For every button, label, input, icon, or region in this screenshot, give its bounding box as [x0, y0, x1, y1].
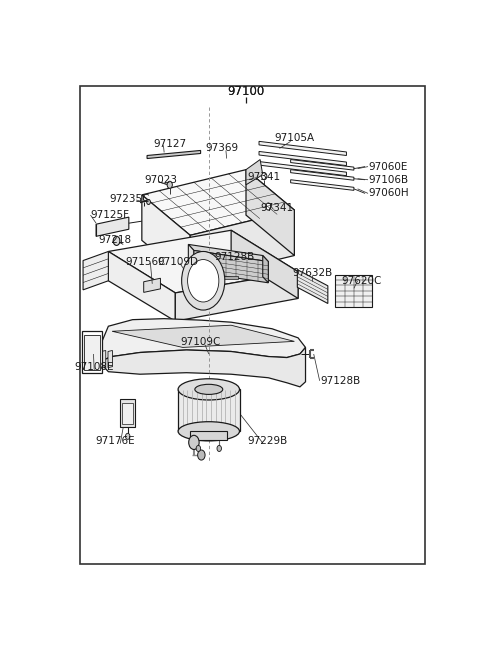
Polygon shape [112, 325, 294, 348]
Polygon shape [190, 210, 294, 281]
Polygon shape [101, 350, 106, 367]
Bar [120, 400, 135, 427]
Text: 97156C: 97156C [125, 256, 166, 266]
Circle shape [167, 181, 172, 188]
Circle shape [189, 436, 199, 449]
Polygon shape [88, 350, 92, 367]
Polygon shape [144, 278, 160, 293]
Text: 97109D: 97109D [158, 256, 199, 266]
Text: 97100: 97100 [228, 85, 264, 98]
Polygon shape [96, 319, 305, 361]
Polygon shape [175, 272, 298, 321]
Polygon shape [96, 217, 129, 236]
Bar [122, 403, 133, 424]
Text: 97128B: 97128B [214, 251, 254, 262]
Polygon shape [259, 141, 347, 155]
Text: 97341: 97341 [247, 172, 280, 182]
Text: 97218: 97218 [98, 236, 132, 245]
Ellipse shape [178, 379, 240, 400]
Text: 97060H: 97060H [369, 188, 409, 198]
Polygon shape [178, 390, 240, 431]
Circle shape [188, 260, 219, 302]
Bar [84, 335, 100, 370]
Polygon shape [263, 255, 268, 283]
Text: 97235C: 97235C [110, 194, 150, 204]
Polygon shape [83, 251, 108, 290]
Polygon shape [96, 348, 305, 387]
Text: 97176E: 97176E [95, 436, 135, 446]
Polygon shape [290, 170, 354, 180]
Polygon shape [246, 159, 263, 185]
Polygon shape [188, 245, 194, 271]
Polygon shape [108, 230, 298, 293]
Text: 97108E: 97108E [74, 361, 114, 372]
Circle shape [262, 173, 267, 180]
Polygon shape [142, 170, 294, 236]
Polygon shape [297, 270, 328, 304]
Circle shape [125, 434, 130, 440]
Polygon shape [188, 245, 268, 262]
Text: 97369: 97369 [205, 144, 239, 154]
Polygon shape [190, 431, 228, 440]
Polygon shape [108, 251, 175, 321]
Circle shape [181, 251, 225, 310]
Text: 97128B: 97128B [321, 376, 360, 386]
Polygon shape [290, 159, 354, 170]
Text: 97106B: 97106B [369, 174, 409, 185]
Polygon shape [147, 150, 201, 159]
Polygon shape [108, 350, 112, 367]
Text: 97341: 97341 [260, 203, 293, 213]
Bar [223, 276, 238, 279]
Circle shape [198, 450, 205, 460]
Polygon shape [231, 230, 298, 298]
Text: 97060E: 97060E [369, 161, 408, 172]
Bar [82, 331, 102, 373]
Circle shape [113, 236, 120, 245]
Circle shape [196, 445, 201, 451]
Text: 97632B: 97632B [293, 268, 333, 277]
Ellipse shape [195, 384, 223, 394]
Polygon shape [142, 195, 190, 281]
Text: 97109C: 97109C [180, 337, 221, 348]
Circle shape [266, 203, 271, 210]
Text: 97620C: 97620C [341, 276, 382, 286]
Text: 97127: 97127 [153, 139, 186, 150]
Text: 97125F: 97125F [91, 210, 130, 220]
Polygon shape [259, 161, 347, 176]
Text: 97229B: 97229B [248, 436, 288, 446]
Polygon shape [194, 251, 268, 283]
Text: 97023: 97023 [144, 174, 177, 185]
Polygon shape [259, 152, 347, 165]
Polygon shape [246, 170, 294, 255]
Polygon shape [335, 275, 372, 307]
Polygon shape [290, 180, 354, 190]
Circle shape [217, 445, 221, 451]
Ellipse shape [178, 422, 240, 441]
Text: 97100: 97100 [228, 85, 264, 98]
Text: 97105A: 97105A [274, 133, 314, 143]
Polygon shape [95, 350, 99, 367]
Circle shape [147, 199, 150, 205]
